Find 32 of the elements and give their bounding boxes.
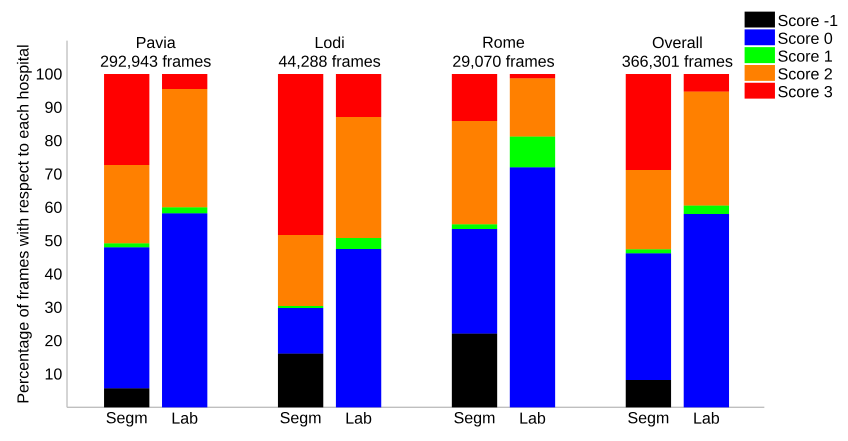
y-tick-label: 90 — [45, 102, 62, 113]
x-tick-label: Segm — [628, 412, 668, 427]
legend-label: Score 2 — [778, 68, 832, 80]
y-tick-label: 60 — [45, 202, 62, 213]
annotation: Overall — [652, 36, 702, 48]
y-tick-label: 40 — [44, 268, 62, 280]
y-tick-label: 20 — [45, 334, 62, 346]
y-tick-label: 70 — [45, 168, 62, 180]
y-axis-title: Percentage of frames with respect to each hospital — [16, 45, 32, 402]
y-tick-label: 100 — [36, 68, 62, 80]
y-tick-label: 10 — [46, 368, 62, 380]
x-tick-label: Lab — [694, 412, 720, 424]
x-tick-label: Segm — [454, 412, 494, 427]
y-tick-label: 50 — [45, 234, 62, 246]
x-tick-label: Segm — [106, 412, 147, 427]
x-tick-label: Segm — [280, 412, 320, 427]
x-tick-label: Lab — [172, 412, 198, 424]
annotation: 366,301 frames — [622, 55, 732, 69]
annotation: Rome — [483, 36, 524, 48]
annotation: Lodi — [316, 36, 344, 48]
x-tick-label: Lab — [520, 412, 546, 424]
y-tick-label: 80 — [45, 134, 62, 146]
annotation: 44,288 frames — [278, 55, 380, 69]
legend-label: Score 0 — [778, 32, 832, 44]
annotation: Pavia — [137, 36, 176, 48]
annotation: 29,070 frames — [453, 55, 554, 69]
legend-label: Score -1 — [778, 14, 838, 26]
legend-label: Score 1 — [778, 50, 832, 62]
legend-label: Score 3 — [778, 86, 832, 98]
annotation: 292,943 frames — [100, 55, 211, 69]
x-tick-label: Lab — [346, 412, 372, 424]
y-tick-label: 30 — [45, 302, 62, 313]
